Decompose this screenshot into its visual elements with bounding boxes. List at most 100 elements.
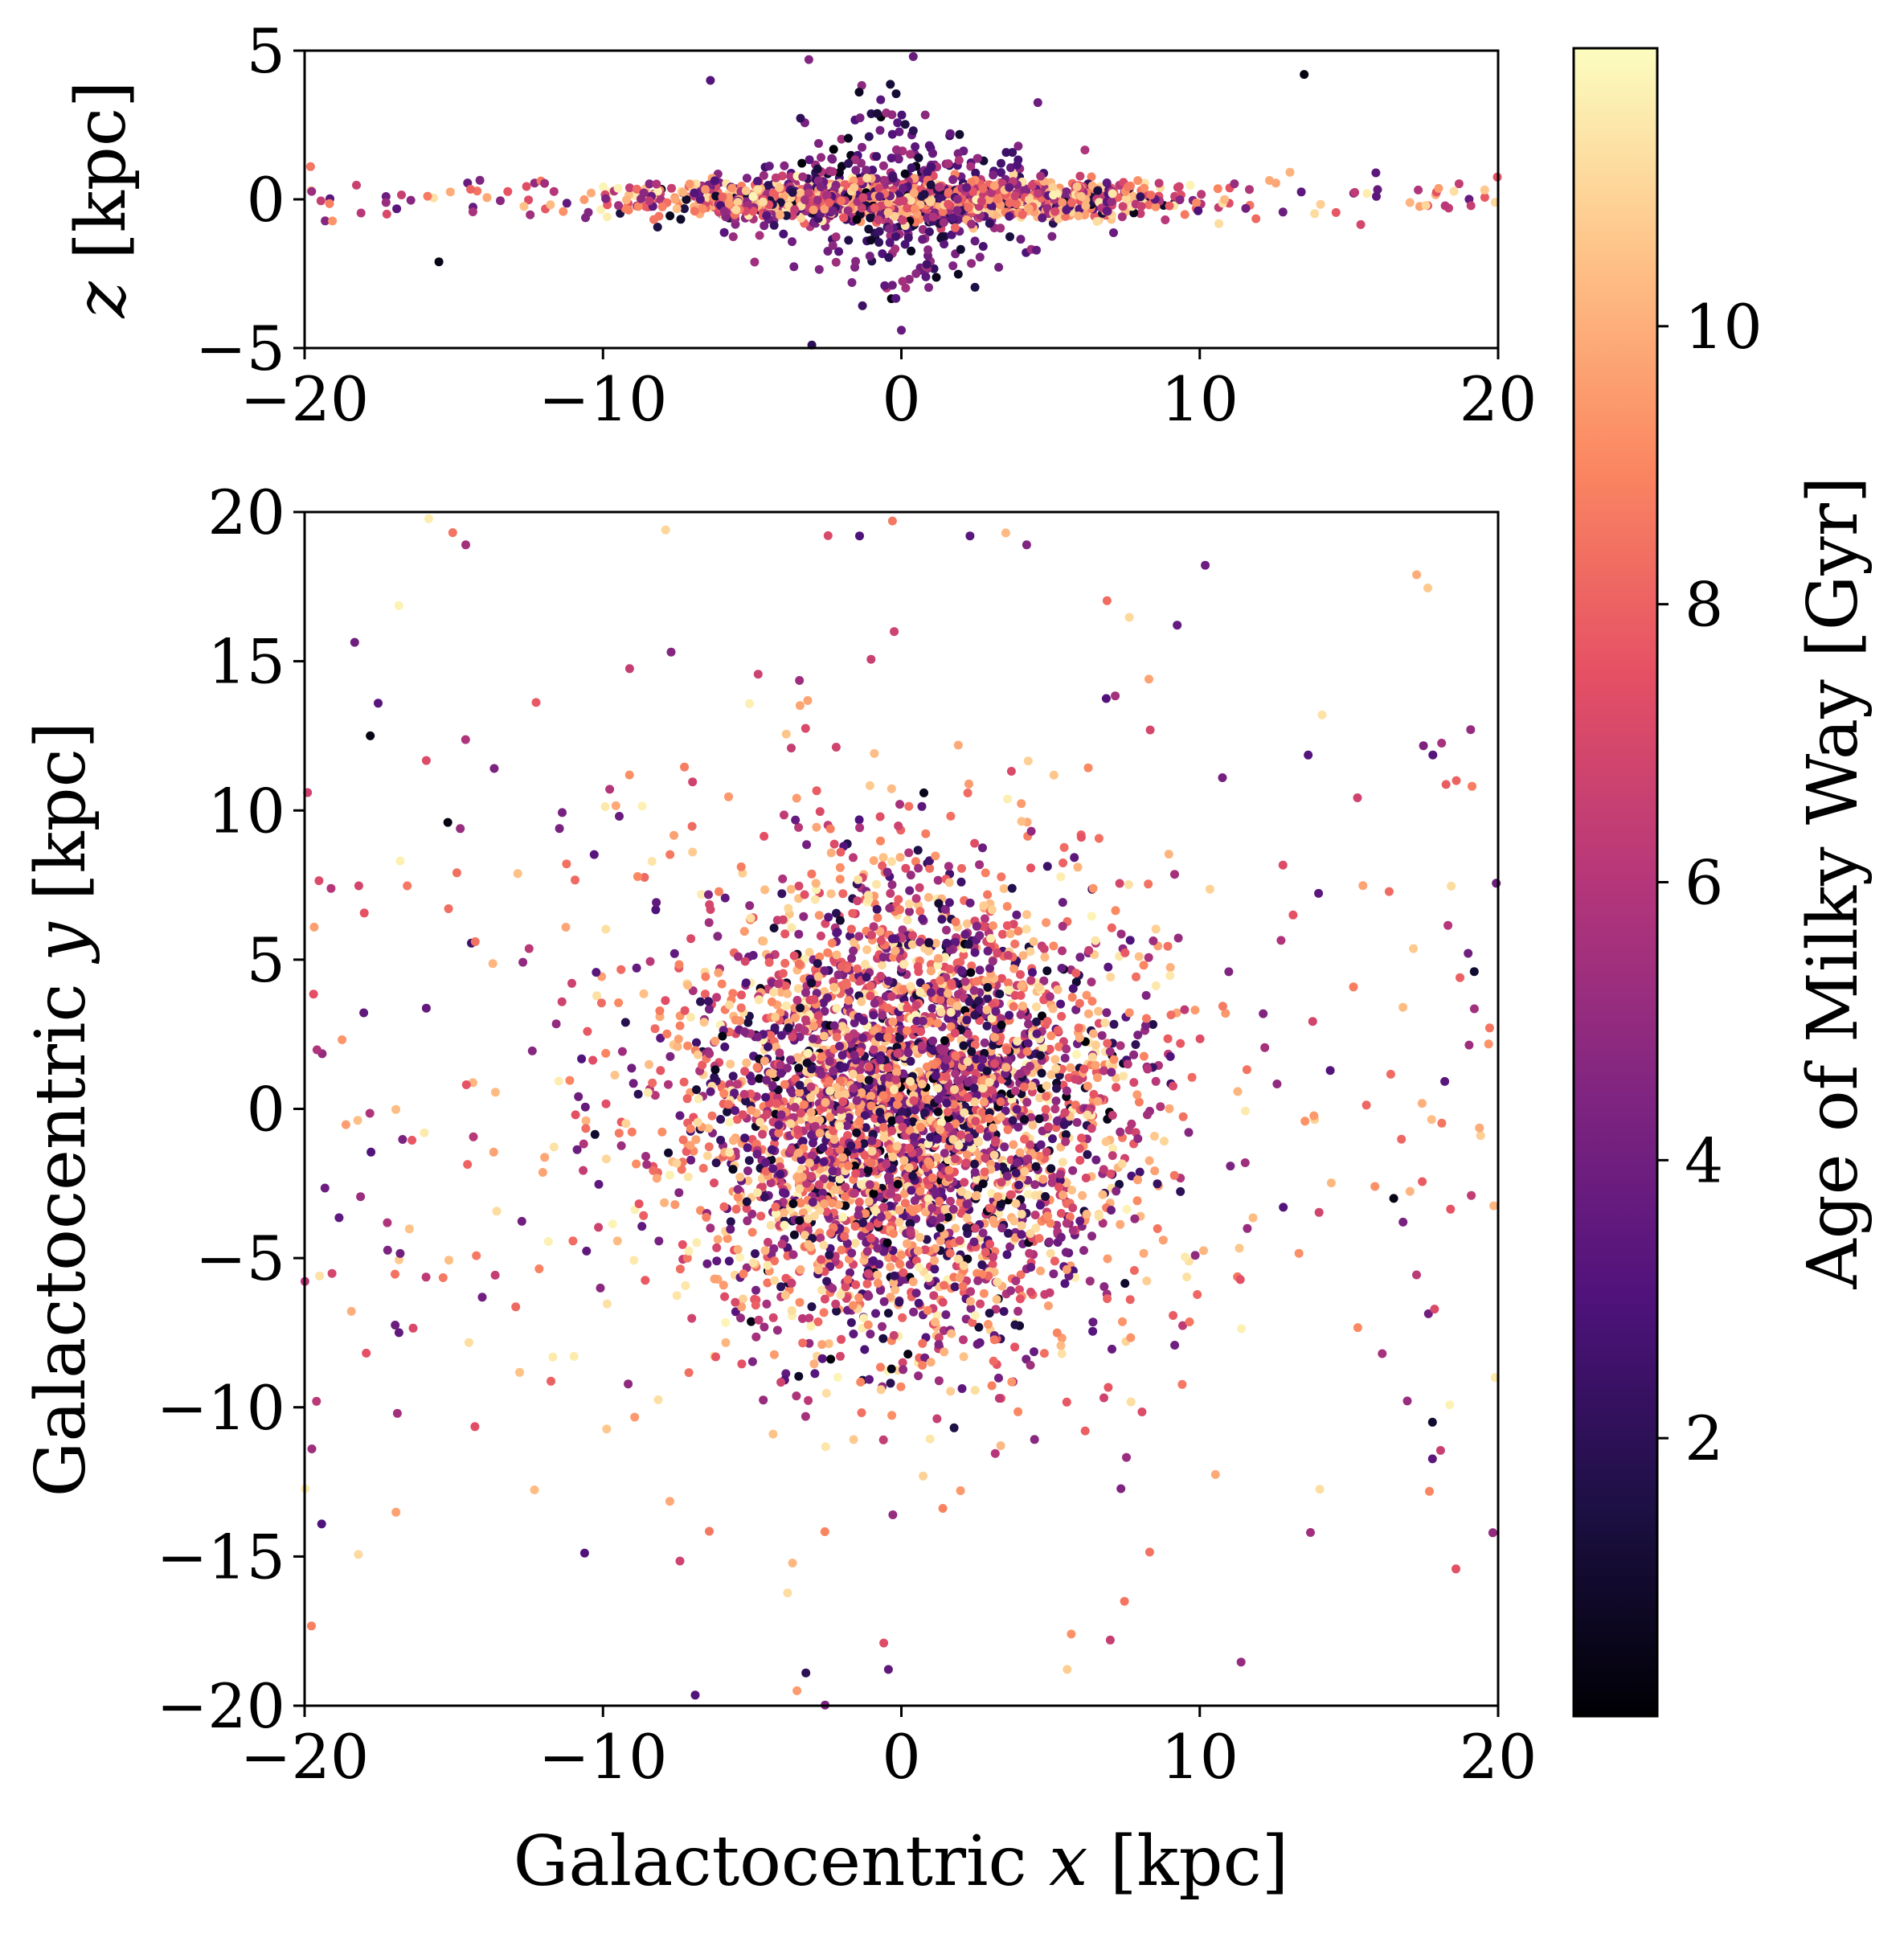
scatter-point xyxy=(794,822,804,832)
scatter-point xyxy=(1362,189,1372,199)
scatter-point xyxy=(1121,194,1131,203)
scatter-point xyxy=(620,1018,630,1027)
scatter-point xyxy=(690,188,699,198)
scatter-point xyxy=(872,879,881,889)
y-tick-label: 5 xyxy=(247,15,285,87)
scatter-point xyxy=(798,1313,807,1323)
scatter-point xyxy=(997,158,1005,168)
scatter-point xyxy=(992,195,1001,203)
scatter-point xyxy=(1010,1342,1020,1352)
scatter-point xyxy=(878,1334,888,1343)
scatter-point xyxy=(752,1188,762,1198)
scatter-point xyxy=(805,1313,814,1323)
scatter-point xyxy=(876,95,886,104)
scatter-point xyxy=(838,889,848,899)
scatter-point xyxy=(996,1441,1005,1450)
scatter-point xyxy=(781,211,791,220)
scatter-point xyxy=(891,232,901,241)
scatter-point xyxy=(860,1150,870,1160)
scatter-point xyxy=(788,187,797,197)
scatter-point xyxy=(972,154,982,163)
scatter-point xyxy=(794,929,804,939)
scatter-point xyxy=(887,129,897,139)
scatter-point xyxy=(908,931,917,940)
scatter-point xyxy=(325,199,334,208)
scatter-point xyxy=(891,244,900,254)
scatter-point xyxy=(804,55,813,64)
scatter-point xyxy=(1150,1166,1160,1176)
scatter-point xyxy=(766,1178,776,1187)
scatter-point xyxy=(966,1304,976,1313)
scatter-point xyxy=(892,145,901,154)
scatter-point xyxy=(980,914,989,924)
scatter-point xyxy=(904,801,914,811)
scatter-point xyxy=(835,875,845,884)
scatter-point xyxy=(878,1010,887,1020)
scatter-point xyxy=(966,968,976,977)
scatter-point xyxy=(392,204,402,214)
scatter-point xyxy=(946,811,956,821)
scatter-point xyxy=(963,1149,972,1159)
scatter-point xyxy=(780,161,789,170)
scatter-point xyxy=(957,863,966,873)
scatter-point xyxy=(1046,1248,1055,1258)
scatter-point xyxy=(850,1239,860,1248)
scatter-point xyxy=(858,301,867,310)
scatter-point xyxy=(827,154,837,163)
scatter-point xyxy=(683,1172,693,1182)
edge-on-panel: −20 −10 0 10 20−505 z [kpc] xyxy=(61,15,1537,435)
scatter-point xyxy=(950,223,960,232)
scatter-point xyxy=(948,213,957,223)
scatter-point xyxy=(723,1234,732,1244)
scatter-point xyxy=(1009,964,1019,973)
scatter-point xyxy=(887,880,897,890)
scatter-point xyxy=(1067,1186,1077,1194)
scatter-point xyxy=(756,1211,766,1221)
scatter-point xyxy=(991,1006,1001,1016)
scatter-point xyxy=(878,161,888,170)
scatter-point xyxy=(778,969,788,978)
scatter-point xyxy=(1023,1190,1033,1199)
scatter-point xyxy=(935,182,944,192)
scatter-point xyxy=(814,264,824,274)
scatter-point xyxy=(1099,1282,1109,1292)
scatter-point xyxy=(1025,195,1034,204)
scatter-point xyxy=(1102,207,1112,215)
scatter-point xyxy=(1480,185,1489,195)
scatter-point xyxy=(728,1136,738,1145)
scatter-point xyxy=(1245,185,1254,195)
scatter-point xyxy=(1144,953,1153,962)
scatter-point xyxy=(846,931,854,940)
scatter-point xyxy=(807,1114,817,1124)
scatter-point xyxy=(1071,1075,1080,1084)
scatter-point xyxy=(945,129,955,138)
scatter-point xyxy=(683,1041,693,1051)
scatter-point xyxy=(1146,191,1156,200)
scatter-point xyxy=(711,191,721,201)
scatter-point xyxy=(911,268,921,278)
scatter-point xyxy=(725,1117,735,1127)
scatter-point xyxy=(527,1046,537,1055)
scatter-point xyxy=(639,989,649,998)
scatter-point xyxy=(1449,186,1459,196)
scatter-point xyxy=(1002,921,1012,930)
scatter-point xyxy=(588,1055,598,1065)
scatter-point xyxy=(1050,1256,1059,1266)
scatter-point xyxy=(966,162,976,171)
scatter-point xyxy=(1004,978,1013,988)
scatter-point xyxy=(857,1231,866,1240)
scatter-point xyxy=(1136,209,1145,219)
scatter-point xyxy=(321,216,330,226)
scatter-point xyxy=(886,154,896,163)
scatter-point xyxy=(834,168,844,178)
scatter-point xyxy=(680,1006,690,1015)
scatter-point xyxy=(911,857,920,867)
scatter-point xyxy=(1296,187,1306,197)
scatter-point xyxy=(842,980,851,990)
scatter-point xyxy=(978,184,988,194)
scatter-point xyxy=(914,1371,923,1381)
scatter-point xyxy=(434,257,444,267)
scatter-point xyxy=(994,263,1004,272)
scatter-point xyxy=(1013,1306,1023,1316)
scatter-point xyxy=(777,889,787,899)
